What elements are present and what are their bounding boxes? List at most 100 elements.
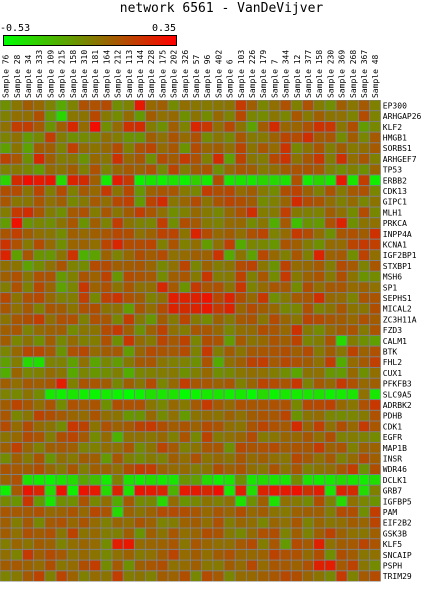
heatmap-cell [112,164,123,175]
heatmap-cell [0,239,11,250]
row-label: TRIM29 [383,572,412,581]
heatmap-cell [280,218,291,228]
heatmap-cell [358,218,370,228]
heatmap-cell [22,207,34,218]
heatmap-cell [112,239,123,250]
row-label: INPP4A [383,230,412,239]
heatmap-cell [213,196,224,207]
heatmap-cell [202,410,213,421]
column-label: Sample 34 [24,54,33,98]
heatmap-cell [179,207,190,218]
heatmap-cell [45,410,56,421]
heatmap-cell [235,346,246,357]
heatmap-cell [235,175,246,186]
heatmap-cell [291,196,302,207]
heatmap-cell [168,357,179,367]
heatmap-cell [22,453,34,464]
heatmap-cell [213,346,224,357]
heatmap-cell [269,218,280,228]
heatmap-cell [179,121,190,132]
heatmap-cell [347,271,358,282]
heatmap-cell [213,410,224,421]
row-label: MSH6 [383,273,402,282]
heatmap-cell [168,400,179,410]
heatmap-cell [224,186,235,196]
heatmap-cell [112,132,123,143]
heatmap-cell [112,560,123,571]
row-label: SNCAIP [383,551,412,560]
heatmap-cell [11,410,22,421]
heatmap-cell [67,303,78,314]
color-scale-bar [3,35,177,46]
heatmap-cell [0,389,11,400]
heatmap-cell [123,261,134,271]
heatmap-cell [157,303,168,314]
heatmap-cell [291,207,302,218]
heatmap-cell [370,121,381,132]
heatmap-cell [22,517,34,528]
heatmap-cell [190,539,202,549]
heatmap-cell [258,293,269,303]
heatmap-cell [22,549,34,560]
heatmap-cell [123,389,134,400]
heatmap-cell [202,453,213,464]
heatmap-cell [202,378,213,389]
heatmap-cell [314,346,325,357]
heatmap-cell [67,528,78,539]
heatmap-cell [78,228,90,239]
heatmap-cell [168,335,179,346]
heatmap-cell [67,346,78,357]
heatmap-cell [22,507,34,517]
heatmap-cell [146,164,157,175]
heatmap-cell [123,517,134,528]
heatmap-cell [78,239,90,250]
heatmap-cell [190,496,202,507]
heatmap-cell [0,357,11,367]
heatmap-cell [78,271,90,282]
heatmap-cell [34,475,45,485]
heatmap-cell [370,539,381,549]
heatmap-cell [302,475,314,485]
heatmap-cell [0,218,11,228]
heatmap-cell [370,239,381,250]
heatmap-cell [0,164,11,175]
heatmap-cell [56,228,67,239]
heatmap-cell [213,335,224,346]
heatmap-cell [370,261,381,271]
heatmap-cell [90,239,101,250]
heatmap-cell [0,549,11,560]
heatmap-cell [123,303,134,314]
heatmap-cell [90,250,101,260]
heatmap-cell [269,111,280,121]
heatmap-cell [370,228,381,239]
heatmap-cell [168,111,179,121]
heatmap-cell [269,325,280,335]
heatmap-cell [134,271,146,282]
heatmap-cell [0,196,11,207]
heatmap-cell [202,485,213,496]
heatmap-cell [269,207,280,218]
heatmap-cell [179,346,190,357]
heatmap-cell [123,368,134,378]
heatmap-cell [314,528,325,539]
heatmap-cell [157,410,168,421]
heatmap-cell [56,154,67,164]
heatmap-cell [358,143,370,153]
heatmap-cell [101,539,112,549]
heatmap-cell [280,453,291,464]
heatmap-cell [224,100,235,111]
heatmap-cell [179,389,190,400]
heatmap-cell [258,539,269,549]
heatmap-cell [146,549,157,560]
heatmap-cell [101,496,112,507]
heatmap-cell [90,218,101,228]
heatmap-cell [190,111,202,121]
row-label: EIF2B2 [383,519,412,528]
heatmap-cell [123,196,134,207]
heatmap-cell [22,293,34,303]
heatmap-cell [370,507,381,517]
heatmap-cell [22,325,34,335]
heatmap-cell [325,293,336,303]
heatmap-cell [269,453,280,464]
heatmap-cell [325,250,336,260]
